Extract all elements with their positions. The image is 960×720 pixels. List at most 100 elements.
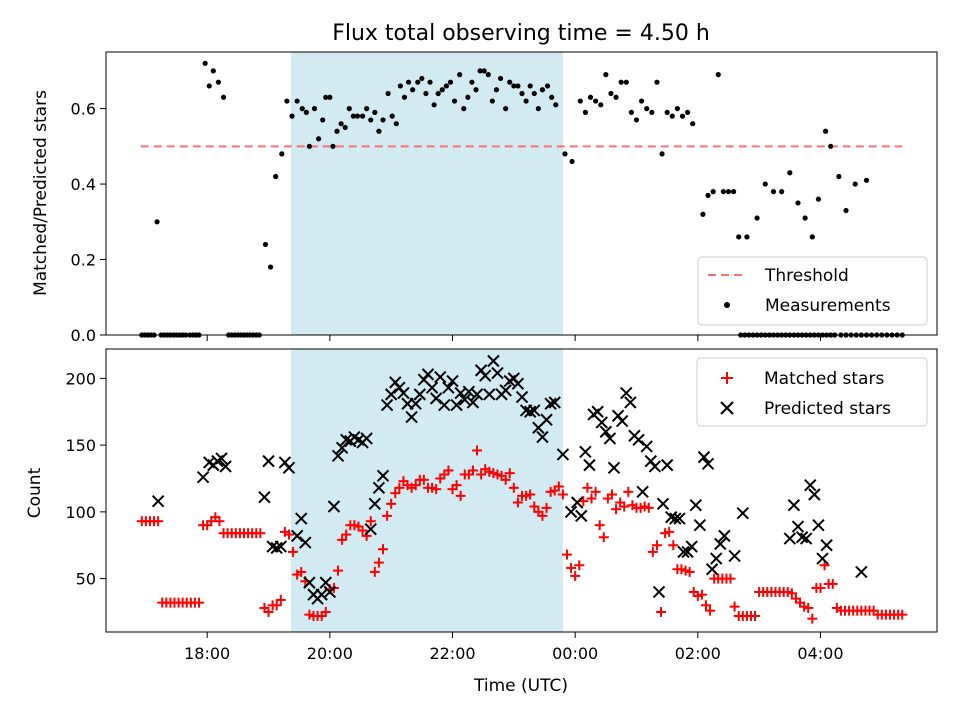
measurement-point	[419, 75, 425, 82]
measurement-point	[497, 75, 504, 82]
matched-star-point	[337, 534, 348, 545]
measurement-point	[535, 106, 541, 112]
predicted-star-stroke-b	[413, 388, 427, 401]
predicted-star-stroke-b	[454, 386, 467, 400]
matched-stars-points	[136, 445, 908, 624]
measurement-point	[577, 98, 583, 104]
predicted-star-stroke-b	[262, 454, 275, 468]
predicted-star-point	[603, 432, 617, 445]
predicted-star-stroke-b	[640, 440, 653, 453]
measurement-point	[210, 68, 216, 74]
predicted-star-point	[855, 565, 868, 579]
matched-star-point	[590, 486, 601, 497]
predicted-star-point	[438, 398, 451, 412]
predicted-star-stroke-b	[620, 386, 633, 400]
measurement-point	[410, 87, 416, 93]
top-observing-window	[291, 52, 563, 335]
predicted-star-point	[262, 454, 275, 468]
matched-star-point	[431, 484, 442, 495]
measurement-point	[485, 72, 491, 78]
measurement-point	[705, 192, 711, 198]
matched-star-point	[341, 529, 352, 540]
predicted-star-point	[446, 374, 459, 388]
predicted-star-stroke-b	[339, 433, 353, 446]
predicted-star-point	[470, 388, 484, 401]
predicted-star-stroke-b	[409, 397, 422, 410]
measurement-point	[762, 181, 768, 187]
bottom-y-tick-label: 200	[65, 369, 96, 388]
top-y-tick-label: 0.0	[71, 326, 96, 345]
measurement-point	[215, 79, 222, 85]
predicted-star-stroke-b	[215, 452, 228, 465]
predicted-star-stroke-b	[458, 393, 471, 406]
predicted-star-stroke-b	[442, 381, 455, 394]
measurement-point	[843, 207, 849, 214]
predicted-star-point	[479, 369, 492, 382]
predicted-star-point	[632, 433, 645, 446]
measurement-point	[802, 215, 808, 221]
x-axis-label: Time (UTC)	[473, 676, 568, 696]
predicted-star-point	[536, 430, 549, 444]
predicted-star-stroke-b	[808, 488, 821, 501]
predicted-star-stroke-b	[319, 576, 332, 589]
measurement-point	[736, 234, 742, 240]
bottom-y-tick-label: 150	[65, 436, 96, 455]
measurement-point	[836, 173, 842, 180]
measurement-point	[549, 94, 555, 100]
predicted-star-stroke-b	[331, 449, 345, 462]
matched-star-point	[725, 573, 736, 584]
predicted-star-point	[339, 433, 353, 446]
predicted-star-stroke-b	[820, 539, 833, 552]
predicted-star-stroke-b	[372, 481, 386, 495]
matched-star-point	[512, 497, 523, 508]
matched-star-point	[504, 468, 515, 479]
matched-star-point	[553, 481, 564, 492]
matched-star-point	[382, 510, 393, 521]
predicted-star-point	[528, 404, 541, 417]
measurement-point	[720, 189, 726, 195]
predicted-star-point	[656, 497, 670, 511]
matched-star-point	[827, 578, 838, 589]
predicted-star-point	[466, 396, 480, 409]
predicted-star-point	[487, 354, 500, 368]
predicted-star-stroke-b	[548, 396, 561, 409]
predicted-star-point	[515, 390, 529, 404]
predicted-star-point	[636, 485, 649, 499]
predicted-star-stroke-b	[327, 500, 341, 513]
predicted-star-stroke-b	[855, 565, 868, 579]
measurement-point	[628, 109, 634, 115]
predicted-star-point	[710, 552, 723, 565]
measurement-point	[354, 113, 361, 119]
predicted-star-stroke-b	[624, 396, 637, 409]
predicted-star-point	[303, 576, 316, 589]
predicted-star-stroke-b	[219, 460, 232, 473]
predicted-star-point	[714, 537, 727, 551]
matched-star-point	[815, 582, 826, 593]
predicted-star-point	[384, 388, 398, 401]
predicted-star-stroke-b	[438, 398, 451, 412]
measurement-point	[649, 109, 655, 115]
measurement-point	[569, 158, 575, 165]
predicted-star-stroke-b	[270, 541, 283, 555]
predicted-star-point	[219, 460, 232, 473]
measurement-point	[515, 83, 521, 89]
measurement-point	[544, 83, 551, 89]
measurement-point	[427, 79, 433, 85]
measurement-point	[822, 128, 829, 134]
measurement-point	[320, 117, 326, 123]
measurement-point	[262, 241, 269, 248]
predicted-star-point	[270, 541, 283, 555]
measurement-point	[795, 200, 801, 206]
matched-star-point	[194, 597, 205, 608]
predicted-star-point	[795, 531, 809, 544]
predicted-star-stroke-b	[483, 388, 496, 401]
measurements-legend-label: Measurements	[765, 296, 891, 316]
measurement-point	[690, 121, 696, 127]
predicted-star-stroke-b	[352, 433, 365, 446]
matched-star-point	[664, 526, 675, 537]
measurement-point	[330, 143, 336, 149]
predicted-star-point	[323, 585, 337, 599]
predicted-star-stroke-b	[701, 457, 715, 471]
top-legend-box	[697, 256, 928, 326]
matched-star-point	[418, 474, 429, 485]
